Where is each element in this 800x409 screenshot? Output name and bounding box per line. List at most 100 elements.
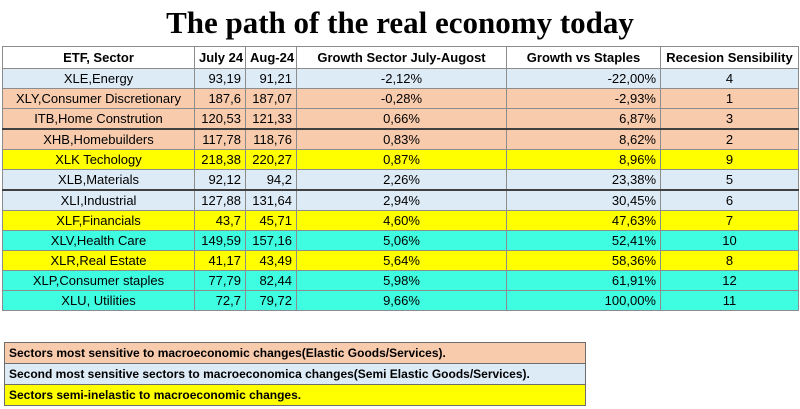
growth-sector-cell: 5,06% xyxy=(296,230,507,251)
growth-sector-cell: 0,66% xyxy=(296,108,507,130)
recession-sensibility-cell: 9 xyxy=(660,149,799,170)
growth-vs-staples-cell: 30,45% xyxy=(506,189,661,211)
growth-sector-cell: 0,83% xyxy=(296,128,507,150)
aug-value-cell: 220,27 xyxy=(245,149,297,170)
aug-value-cell: 121,33 xyxy=(245,108,297,130)
july-value-cell: 120,53 xyxy=(194,108,246,130)
july-value-cell: 149,59 xyxy=(194,230,246,251)
etf-sector-cell: XLF,Financials xyxy=(2,210,195,231)
recession-sensibility-cell: 6 xyxy=(660,189,799,211)
etf-sector-cell: XLU, Utilities xyxy=(2,290,195,311)
growth-vs-staples-cell: -22,00% xyxy=(506,68,661,89)
aug-value-cell: 91,21 xyxy=(245,68,297,89)
growth-sector-cell: 2,94% xyxy=(296,189,507,211)
etf-sector-cell: XLB,Materials xyxy=(2,169,195,191)
aug-value-cell: 79,72 xyxy=(245,290,297,311)
growth-vs-staples-cell: 61,91% xyxy=(506,270,661,291)
legend-text: Sectors most sensitive to macroeconomic … xyxy=(4,342,586,364)
table-row: XLK Techology 218,38 220,27 0,87% 8,96% 9 xyxy=(2,149,799,170)
recession-sensibility-cell: 1 xyxy=(660,88,799,109)
growth-vs-staples-cell: -2,93% xyxy=(506,88,661,109)
table-row: ITB,Home Constrution 120,53 121,33 0,66% 6,8… xyxy=(2,108,799,130)
growth-sector-cell: 5,64% xyxy=(296,250,507,271)
growth-vs-staples-cell: 58,36% xyxy=(506,250,661,271)
aug-value-cell: 187,07 xyxy=(245,88,297,109)
header-aug: Aug-24 xyxy=(245,46,297,69)
etf-sector-cell: ITB,Home Constrution xyxy=(2,108,195,130)
july-value-cell: 77,79 xyxy=(194,270,246,291)
header-growth-sector: Growth Sector July-Augost xyxy=(296,46,507,69)
header-row: ETF, Sector July 24 Aug-24 Growth Sector… xyxy=(2,46,799,69)
growth-sector-cell: -2,12% xyxy=(296,68,507,89)
etf-sector-cell: XLY,Consumer Discretionary xyxy=(2,88,195,109)
july-value-cell: 117,78 xyxy=(194,128,246,150)
legend-row: Sectors semi-inelastic to macroeconomic … xyxy=(4,384,586,406)
recession-sensibility-cell: 3 xyxy=(660,108,799,130)
growth-vs-staples-cell: 52,41% xyxy=(506,230,661,251)
growth-sector-cell: 2,26% xyxy=(296,169,507,191)
table-row: XLY,Consumer Discretionary 187,6 187,07 -0,… xyxy=(2,88,799,109)
growth-sector-cell: 4,60% xyxy=(296,210,507,231)
aug-value-cell: 82,44 xyxy=(245,270,297,291)
recession-sensibility-cell: 7 xyxy=(660,210,799,231)
july-value-cell: 72,7 xyxy=(194,290,246,311)
legend-row: Sectors most sensitive to macroeconomic … xyxy=(4,342,586,364)
july-value-cell: 92,12 xyxy=(194,169,246,191)
table-row: XLB,Materials 92,12 94,2 2,26% 23,38% 5 xyxy=(2,169,799,191)
etf-sector-cell: XLK Techology xyxy=(2,149,195,170)
growth-vs-staples-cell: 23,38% xyxy=(506,169,661,191)
growth-vs-staples-cell: 8,96% xyxy=(506,149,661,170)
etf-sector-cell: XLE,Energy xyxy=(2,68,195,89)
aug-value-cell: 94,2 xyxy=(245,169,297,191)
growth-vs-staples-cell: 100,00% xyxy=(506,290,661,311)
table-row: XLV,Health Care 149,59 157,16 5,06% 52,41% 10 xyxy=(2,230,799,251)
growth-sector-cell: 5,98% xyxy=(296,270,507,291)
recession-sensibility-cell: 11 xyxy=(660,290,799,311)
growth-vs-staples-cell: 8,62% xyxy=(506,128,661,150)
aug-value-cell: 43,49 xyxy=(245,250,297,271)
growth-sector-cell: 9,66% xyxy=(296,290,507,311)
recession-sensibility-cell: 10 xyxy=(660,230,799,251)
recession-sensibility-cell: 2 xyxy=(660,128,799,150)
recession-sensibility-cell: 4 xyxy=(660,68,799,89)
table-row: XLR,Real Estate 41,17 43,49 5,64% 58,36% 8 xyxy=(2,250,799,271)
table-row: XLU, Utilities 72,7 79,72 9,66% 100,00% 11 xyxy=(2,290,799,311)
etf-sector-cell: XLR,Real Estate xyxy=(2,250,195,271)
table-row: XHB,Homebuilders 117,78 118,76 0,83% 8,62% 2 xyxy=(2,128,799,150)
growth-vs-staples-cell: 47,63% xyxy=(506,210,661,231)
table-row: XLF,Financials 43,7 45,71 4,60% 47,63% 7 xyxy=(2,210,799,231)
header-recession-sensibility: Recesion Sensibility xyxy=(660,46,799,69)
growth-vs-staples-cell: 6,87% xyxy=(506,108,661,130)
header-july: July 24 xyxy=(194,46,246,69)
july-value-cell: 218,38 xyxy=(194,149,246,170)
header-growth-vs-staples: Growth vs Staples xyxy=(506,46,661,69)
july-value-cell: 41,17 xyxy=(194,250,246,271)
recession-sensibility-cell: 5 xyxy=(660,169,799,191)
aug-value-cell: 131,64 xyxy=(245,189,297,211)
aug-value-cell: 45,71 xyxy=(245,210,297,231)
etf-sector-cell: XLI,Industrial xyxy=(2,189,195,211)
page-title: The path of the real economy today xyxy=(166,5,634,40)
etf-sector-cell: XLP,Consumer staples xyxy=(2,270,195,291)
aug-value-cell: 157,16 xyxy=(245,230,297,251)
growth-sector-cell: -0,28% xyxy=(296,88,507,109)
legend-table: Sectors most sensitive to macroeconomic … xyxy=(4,342,586,406)
table-row: XLE,Energy 93,19 91,21 -2,12% -22,00% 4 xyxy=(2,68,799,89)
table-row: XLP,Consumer staples 77,79 82,44 5,98% 61,91… xyxy=(2,270,799,291)
july-value-cell: 187,6 xyxy=(194,88,246,109)
aug-value-cell: 118,76 xyxy=(245,128,297,150)
recession-sensibility-cell: 12 xyxy=(660,270,799,291)
growth-sector-cell: 0,87% xyxy=(296,149,507,170)
july-value-cell: 43,7 xyxy=(194,210,246,231)
sector-table: ETF, Sector July 24 Aug-24 Growth Sector… xyxy=(2,46,799,311)
legend-row: Second most sensitive sectors to macroec… xyxy=(4,363,586,385)
etf-sector-cell: XLV,Health Care xyxy=(2,230,195,251)
table-row: XLI,Industrial 127,88 131,64 2,94% 30,45% 6 xyxy=(2,189,799,211)
etf-sector-cell: XHB,Homebuilders xyxy=(2,128,195,150)
july-value-cell: 127,88 xyxy=(194,189,246,211)
july-value-cell: 93,19 xyxy=(194,68,246,89)
header-etf-sector: ETF, Sector xyxy=(2,46,195,69)
legend-text: Sectors semi-inelastic to macroeconomic … xyxy=(4,384,586,406)
recession-sensibility-cell: 8 xyxy=(660,250,799,271)
legend-text: Second most sensitive sectors to macroec… xyxy=(4,363,586,385)
